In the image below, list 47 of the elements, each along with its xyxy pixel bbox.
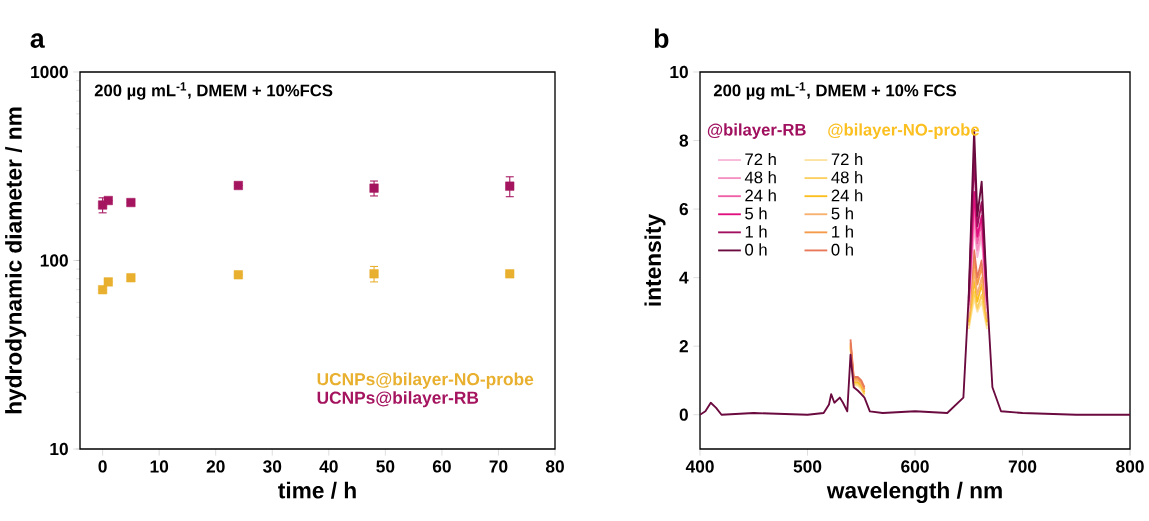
y-tick-label: 0 <box>679 408 688 421</box>
legend-label: 1 h <box>745 225 767 238</box>
y-axis-title: hydrodynamic diameter / nm <box>5 107 27 414</box>
x-tick-label: 600 <box>901 460 929 473</box>
y-tick-label: 100 <box>40 254 68 267</box>
x-tick-label: 50 <box>376 460 395 473</box>
annotation: 200 µg mL$^{-1}$, DMEM + 10%FCS <box>94 82 333 100</box>
x-tick-label: 400 <box>685 460 714 473</box>
text: UCNPs@bilayer-NO-probe <box>317 372 534 389</box>
legend-label: 5 h <box>831 207 853 220</box>
legend-label: 1 h <box>832 225 853 238</box>
x-tick-label: 800 <box>1116 460 1144 473</box>
chart-title: a <box>30 33 45 48</box>
legend-label: 24 h <box>745 189 776 202</box>
legend-label: 48 h <box>744 171 776 184</box>
x-tick-label: 30 <box>263 460 282 473</box>
x-tick-label: 20 <box>206 460 225 473</box>
annotation: 200 µg mL$^{-1}$, DMEM + 10% FCS <box>713 82 957 100</box>
x-tick-label: 80 <box>545 460 564 473</box>
chart-title: b <box>654 28 669 48</box>
legend-label: 72 h <box>745 152 776 166</box>
y-tick-label: 8 <box>679 134 689 147</box>
x-axis-title: wavelength / nm <box>826 481 1002 504</box>
x-tick-label: 10 <box>150 460 169 473</box>
y-tick-label: 1000 <box>31 65 68 79</box>
annotation: @bilayer-NO-probe <box>828 123 980 139</box>
legend-label: 5 h <box>745 207 767 220</box>
legend-label: 24 h <box>831 189 863 202</box>
x-tick-label: 70 <box>489 460 508 473</box>
y-tick-label: 6 <box>679 202 688 216</box>
y-tick-label: 4 <box>679 271 689 284</box>
x-tick-label: 40 <box>319 460 338 473</box>
x-tick-label: 60 <box>432 460 451 473</box>
legend-label: 0 h <box>745 243 767 256</box>
legend-label: 48 h <box>831 171 863 184</box>
y-tick-label: 10 <box>670 65 688 79</box>
x-tick-label: 0 <box>98 460 107 473</box>
x-axis-title: time / h <box>278 481 356 499</box>
text: UCNPs@bilayer-RB <box>317 391 479 408</box>
y-tick-label: 10 <box>50 442 68 456</box>
y-tick-label: 2 <box>679 340 688 353</box>
legend-label: 72 h <box>831 152 863 166</box>
x-tick-label: 700 <box>1008 460 1037 473</box>
annotation: @bilayer-RB <box>707 123 806 139</box>
y-axis-title: intensity <box>644 214 666 306</box>
legend-label: 0 h <box>831 243 853 256</box>
x-tick-label: 500 <box>793 460 822 473</box>
